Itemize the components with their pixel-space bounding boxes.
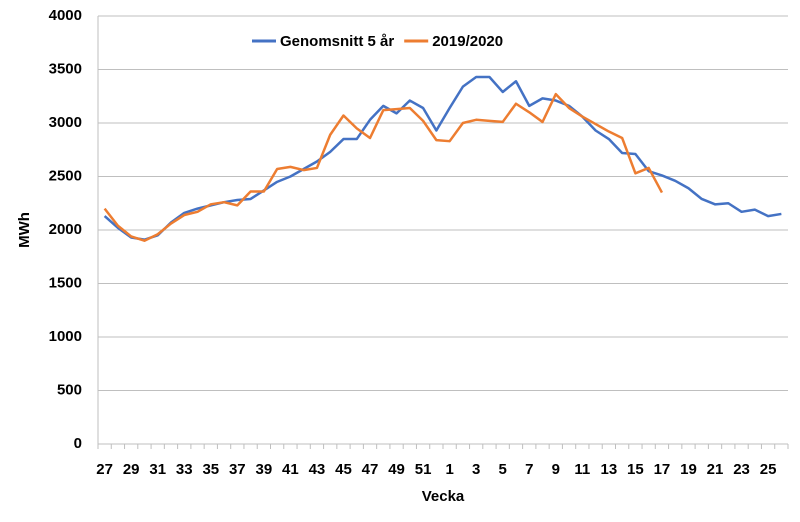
y-tick-label: 4000 xyxy=(49,7,82,24)
x-tick-label: 1 xyxy=(445,461,453,478)
y-tick-label: 3500 xyxy=(49,60,82,77)
x-tick-label: 3 xyxy=(472,461,480,478)
x-tick-label: 17 xyxy=(654,461,671,478)
x-tick-label: 41 xyxy=(282,461,299,478)
x-tick-label: 27 xyxy=(96,461,113,478)
x-tick-label: 51 xyxy=(415,461,432,478)
y-tick-label: 500 xyxy=(57,381,82,398)
x-tick-label: 47 xyxy=(362,461,379,478)
series-line xyxy=(103,92,664,242)
x-axis-label: Vecka xyxy=(422,488,465,505)
x-tick-label: 35 xyxy=(202,461,219,478)
x-tick-label: 25 xyxy=(760,461,777,478)
x-tick-label: 9 xyxy=(552,461,560,478)
x-tick-label: 7 xyxy=(525,461,533,478)
x-tick-label: 21 xyxy=(707,461,724,478)
x-tick-label: 11 xyxy=(574,461,590,478)
x-tick-label: 37 xyxy=(229,461,246,478)
x-tick-label: 43 xyxy=(309,461,326,478)
x-tick-label: 33 xyxy=(176,461,193,478)
y-tick-label: 1500 xyxy=(49,274,82,291)
x-tick-label: 13 xyxy=(601,461,618,478)
y-axis-label: MWh xyxy=(16,212,33,248)
legend-label: 2019/2020 xyxy=(432,33,503,50)
legend-label: Genomsnitt 5 år xyxy=(280,33,394,50)
x-tick-label: 29 xyxy=(123,461,140,478)
x-tick-label: 23 xyxy=(733,461,750,478)
y-tick-label: 3000 xyxy=(49,114,82,131)
x-tick-label: 15 xyxy=(627,461,644,478)
x-tick-label: 19 xyxy=(680,461,697,478)
series-line xyxy=(103,75,782,241)
y-tick-label: 0 xyxy=(74,435,82,452)
x-tick-label: 49 xyxy=(388,461,405,478)
x-tick-label: 39 xyxy=(256,461,273,478)
y-tick-label: 2500 xyxy=(49,167,82,184)
x-tick-label: 45 xyxy=(335,461,352,478)
x-tick-label: 31 xyxy=(149,461,166,478)
y-tick-label: 1000 xyxy=(49,328,82,345)
y-tick-label: 2000 xyxy=(49,221,82,238)
x-tick-label: 5 xyxy=(499,461,507,478)
